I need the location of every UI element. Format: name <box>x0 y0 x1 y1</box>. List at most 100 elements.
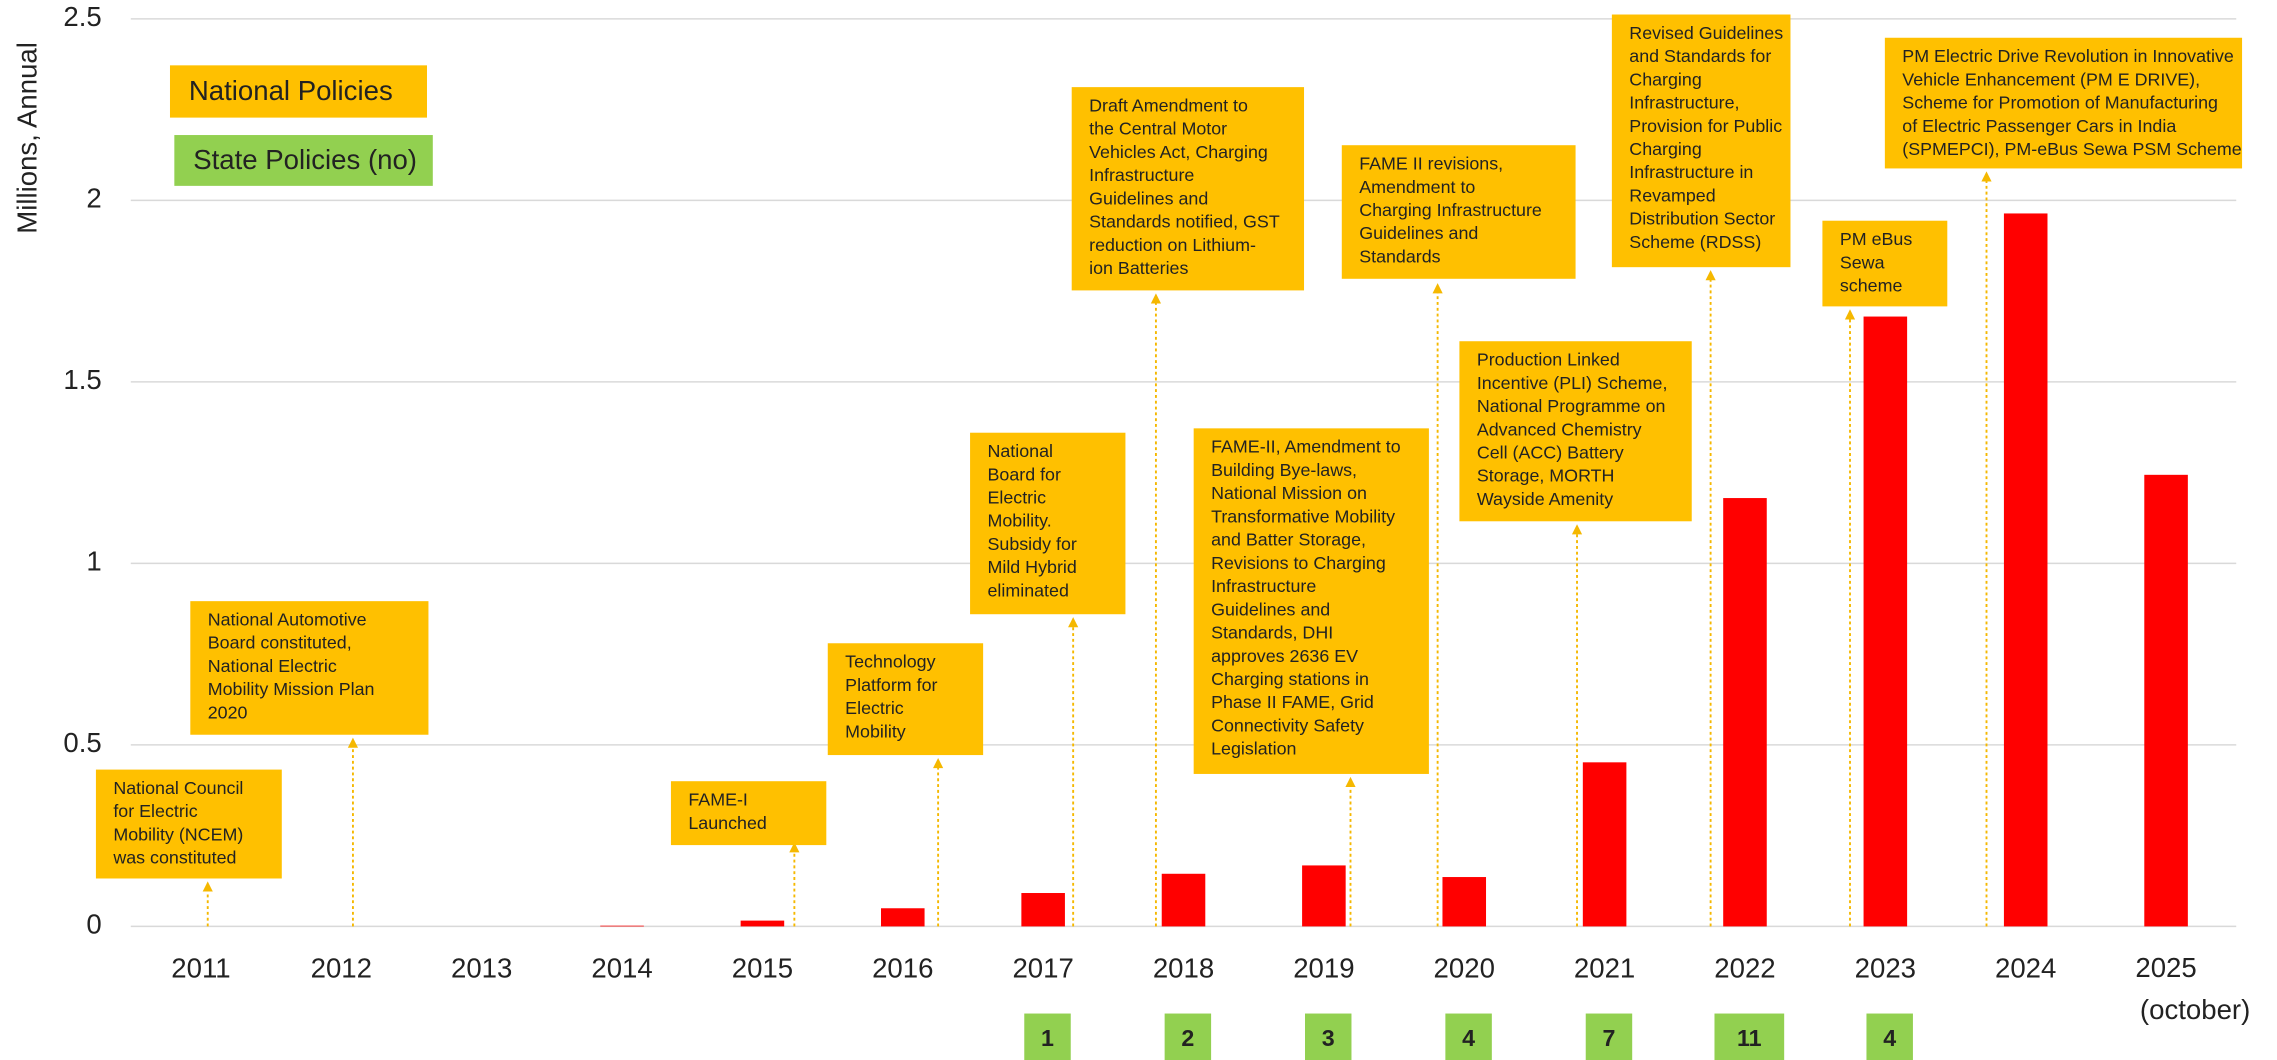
annotation-text: Guidelines and <box>1211 599 1330 619</box>
annotation-box <box>1071 87 1305 291</box>
x-tick-label: 2012 <box>311 952 372 983</box>
annotation-text: scheme <box>1840 275 1903 295</box>
annotation-text: PM Electric Drive Revolution in Innovati… <box>1902 46 2234 66</box>
state-policy-box <box>1714 1013 1785 1060</box>
state-policy-count: 4 <box>1883 1025 1896 1051</box>
bar <box>600 925 644 927</box>
annotation-text: Legislation <box>1211 739 1296 759</box>
annotation-text: National Mission on <box>1211 483 1367 503</box>
bar <box>740 920 785 927</box>
annotation-text: Mobility Mission Plan <box>208 679 375 699</box>
annotation-text: Provision for Public <box>1629 116 1782 136</box>
annotation-text: Mobility (NCEM) <box>113 824 243 844</box>
annotation-text: reduction on Lithium- <box>1089 235 1256 255</box>
annotation-text: for Electric <box>113 801 197 821</box>
annotation-text: of Electric Passenger Cars in India <box>1902 116 2176 136</box>
x-tick-label: 2011 <box>171 952 230 983</box>
annotation-box <box>1611 14 1791 268</box>
annotation-text: Vehicles Act, Charging <box>1089 142 1268 162</box>
annotation-box <box>670 781 827 846</box>
annotation-text: Technology <box>845 652 935 672</box>
annotation-text: Infrastructure <box>1089 165 1194 185</box>
arrow-head <box>1981 171 1992 182</box>
annotation-text: Connectivity Safety <box>1211 715 1364 735</box>
legend-label: State Policies (no) <box>193 144 417 175</box>
annotation-text: Draft Amendment to <box>1089 95 1248 115</box>
y-tick-label: 0.5 <box>63 727 101 758</box>
annotation-text: National Automotive <box>208 609 367 629</box>
annotation-text: Revamped <box>1629 185 1715 205</box>
annotation-text: Incentive (PLI) Scheme, <box>1477 373 1668 393</box>
annotation-text: Revisions to Charging <box>1211 553 1386 573</box>
x-tick-label: 2020 <box>1434 952 1495 983</box>
annotation-text: Standards <box>1359 246 1440 266</box>
y-axis-label: Millions, Annual <box>11 42 42 234</box>
annotation-text: National Programme on <box>1477 396 1666 416</box>
annotation-text: National Council <box>113 778 243 798</box>
x-tick-label: 2018 <box>1153 952 1214 983</box>
bar <box>2144 474 2188 927</box>
annotation-text: FAME-II, Amendment to <box>1211 437 1401 457</box>
annotation-text: Platform for <box>845 675 937 695</box>
state-policy-count: 1 <box>1041 1025 1054 1051</box>
arrow-head <box>1705 270 1716 281</box>
state-policy-box <box>1164 1013 1212 1060</box>
x-tick-label: 2017 <box>1012 952 1073 983</box>
annotation-box <box>1341 145 1576 279</box>
annotation-text: Mild Hybrid <box>987 557 1076 577</box>
arrow-head <box>933 757 944 769</box>
state-policy-count: 4 <box>1462 1025 1475 1051</box>
bar <box>1582 762 1627 927</box>
annotation-text: Mobility. <box>987 511 1051 531</box>
annotation-text: and Standards for <box>1629 46 1771 66</box>
annotation-box <box>1459 341 1692 522</box>
annotation-text: Board constituted, <box>208 633 352 653</box>
annotation-text: Electric <box>845 698 904 718</box>
annotation-text: Advanced Chemistry <box>1477 419 1642 439</box>
x-tick-label: 2016 <box>872 952 933 983</box>
annotation-box <box>95 769 282 879</box>
annotation-text: (SPMEPCI), PM-eBus Sewa PSM Scheme <box>1902 139 2241 159</box>
x-tick-label: 2013 <box>451 952 512 983</box>
annotation-text: Charging <box>1629 69 1701 89</box>
annotation-text: Storage, MORTH <box>1477 466 1615 486</box>
x-tick-label: 2024 <box>1995 952 2056 983</box>
state-policy-count: 3 <box>1322 1025 1335 1051</box>
arrow-head <box>1068 617 1079 628</box>
annotation-text: National Electric <box>208 656 337 676</box>
state-policy-count: 2 <box>1181 1025 1194 1051</box>
bar <box>1723 498 1767 927</box>
arrow-head <box>1844 309 1856 320</box>
annotation-text: 2020 <box>208 702 248 722</box>
annotation-text: Infrastructure, <box>1629 93 1739 113</box>
state-policy-box <box>1585 1013 1633 1060</box>
annotation-text: Building Bye-laws, <box>1211 460 1357 480</box>
y-tick-label: 0 <box>86 909 101 940</box>
arrow-head <box>1345 776 1356 788</box>
annotation-text: FAME-I <box>688 790 748 810</box>
annotation-text: Distribution Sector <box>1629 209 1775 229</box>
annotation-text: Charging stations in <box>1211 669 1369 689</box>
annotation-text: Guidelines and <box>1359 223 1478 243</box>
bar <box>2003 213 2048 927</box>
arrow-head <box>1432 283 1443 294</box>
annotation-text: Transformative Mobility <box>1211 506 1395 526</box>
annotation-text: Scheme for Promotion of Manufacturing <box>1902 93 2218 113</box>
bar <box>1863 316 1908 927</box>
annotation-text: Infrastructure in <box>1629 162 1753 182</box>
annotation-text: eliminated <box>987 580 1068 600</box>
bar <box>1161 873 1206 927</box>
arrow-head <box>202 881 213 892</box>
annotation-text: Charging Infrastructure <box>1359 200 1542 220</box>
annotation-box <box>1822 220 1948 307</box>
legend-label: National Policies <box>189 75 393 106</box>
annotation-text: National <box>987 441 1053 461</box>
y-tick-label: 2 <box>86 183 101 214</box>
bar <box>1302 865 1346 927</box>
state-policy-box <box>1305 1013 1352 1060</box>
annotation-text: Scheme (RDSS) <box>1629 232 1761 252</box>
legend-swatch <box>174 135 433 186</box>
annotation-text: Mobility <box>845 721 906 741</box>
annotation-text: the Central Motor <box>1089 119 1227 139</box>
annotation-text: Standards, DHI <box>1211 623 1333 643</box>
